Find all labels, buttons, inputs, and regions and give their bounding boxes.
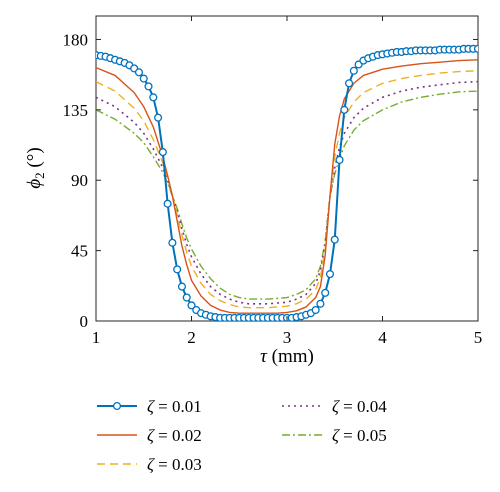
series-3 xyxy=(96,70,478,309)
data-point xyxy=(134,68,144,77)
series-line xyxy=(96,59,478,314)
x-tick-label: 5 xyxy=(474,328,483,347)
y-tick-label: 45 xyxy=(71,242,88,261)
x-axis-label: τ (mm) xyxy=(260,346,314,367)
x-tick-label: 3 xyxy=(283,328,292,347)
data-point xyxy=(321,288,330,297)
y-tick-label: 0 xyxy=(80,312,89,331)
legend-label: ζ = 0.01 xyxy=(147,397,202,416)
x-tick-label: 4 xyxy=(378,328,387,347)
series-2 xyxy=(96,59,478,314)
series-line xyxy=(96,90,478,300)
data-point xyxy=(311,306,320,315)
legend-marker xyxy=(112,401,122,411)
data-point xyxy=(168,238,177,247)
legend-item: ζ = 0.01 xyxy=(97,397,202,416)
legend-item: ζ = 0.03 xyxy=(97,455,202,474)
y-tick-label: 135 xyxy=(63,101,89,120)
data-point xyxy=(330,235,339,244)
y-tick-label: 180 xyxy=(63,30,89,49)
x-axis: 1 2 3 4 5 xyxy=(92,16,483,347)
series-4 xyxy=(96,80,478,305)
data-point xyxy=(473,44,478,53)
plot-area xyxy=(95,15,479,322)
series-5 xyxy=(96,90,478,300)
legend-label: ζ = 0.02 xyxy=(147,426,202,445)
data-point xyxy=(139,74,148,83)
data-point xyxy=(149,93,158,102)
legend-item: ζ = 0.02 xyxy=(97,426,202,445)
data-point xyxy=(335,155,344,164)
data-point xyxy=(349,66,358,75)
data-point xyxy=(182,293,191,302)
legend-item: ζ = 0.05 xyxy=(282,426,387,445)
series-layer xyxy=(96,44,478,321)
legend-item: ζ = 0.04 xyxy=(282,397,387,416)
data-point xyxy=(154,113,163,122)
data-point xyxy=(144,82,153,91)
data-point xyxy=(316,299,325,308)
data-point xyxy=(177,282,187,291)
series-1 xyxy=(96,44,478,321)
data-point xyxy=(345,79,354,88)
legend-label: ζ = 0.04 xyxy=(332,397,387,416)
series-line xyxy=(96,70,478,309)
data-point xyxy=(163,199,172,208)
data-point xyxy=(158,148,167,157)
y-tick-label: 90 xyxy=(71,171,88,190)
data-point xyxy=(325,270,335,279)
data-point xyxy=(173,265,182,274)
legend-label: ζ = 0.05 xyxy=(332,426,387,445)
series-line xyxy=(96,47,478,319)
x-tick-label: 1 xyxy=(92,328,101,347)
legend: ζ = 0.01 ζ = 0.02 ζ = 0.03 ζ = 0.04 ζ = 0.05 xyxy=(97,397,387,474)
data-point xyxy=(340,105,349,114)
series-line xyxy=(96,80,478,305)
y-axis-label: ϕ2 (°) xyxy=(24,147,47,188)
y-axis: 0 45 90 135 180 xyxy=(63,30,478,331)
data-point xyxy=(187,301,196,310)
legend-label: ζ = 0.03 xyxy=(147,455,202,474)
x-tick-label: 2 xyxy=(187,328,196,347)
